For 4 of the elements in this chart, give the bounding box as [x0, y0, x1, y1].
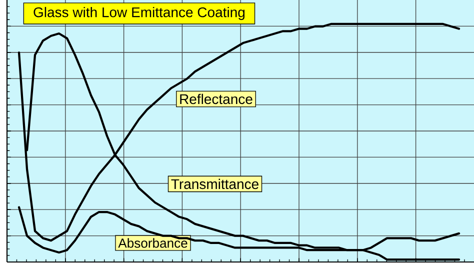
series-label: Transmittance [171, 178, 258, 190]
chart-title: Glass with Low Emittance Coating [34, 6, 245, 20]
series-label: Reflectance [180, 94, 252, 104]
series-label: Absorbance [118, 238, 188, 248]
